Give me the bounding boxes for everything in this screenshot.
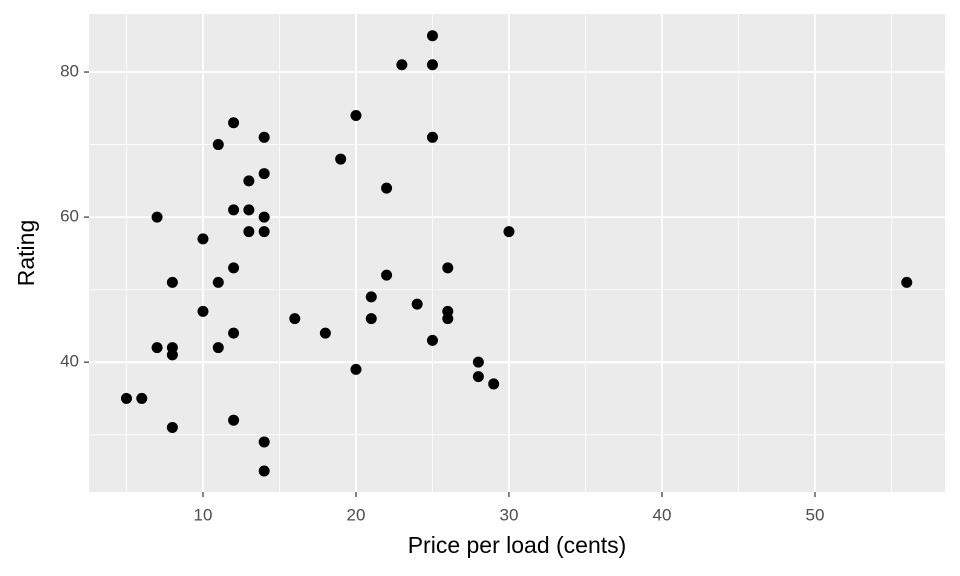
point [212, 276, 224, 288]
y-tick-label: 60 [60, 207, 79, 226]
point [365, 291, 377, 303]
point [426, 334, 438, 346]
point [243, 226, 255, 238]
x-axis-title: Price per load (cents) [408, 532, 627, 558]
point [503, 226, 515, 238]
point [381, 182, 393, 194]
point [228, 327, 240, 339]
point [411, 298, 423, 310]
point [335, 153, 347, 165]
y-tick-label: 40 [60, 352, 79, 371]
x-tick-label: 30 [500, 505, 519, 524]
point [319, 327, 331, 339]
point [488, 378, 500, 390]
point [228, 117, 240, 129]
point [258, 168, 270, 180]
y-tick-label: 80 [60, 62, 79, 81]
point [258, 436, 270, 448]
point [258, 211, 270, 223]
point [426, 131, 438, 143]
point [472, 356, 484, 368]
point [151, 342, 163, 354]
point [212, 139, 224, 151]
point [426, 59, 438, 71]
point [350, 110, 362, 122]
point [381, 269, 393, 281]
panel [89, 14, 945, 492]
point [901, 276, 913, 288]
point [228, 262, 240, 274]
x-tick-label: 20 [347, 505, 366, 524]
x-tick-label: 50 [805, 505, 824, 524]
point [289, 313, 301, 325]
point [166, 276, 178, 288]
point [365, 313, 377, 325]
x-tick-label: 40 [653, 505, 672, 524]
point [243, 204, 255, 216]
point [426, 30, 438, 42]
y-axis-title: Rating [13, 220, 39, 286]
point [442, 313, 454, 325]
x-tick-label: 10 [194, 505, 213, 524]
point [197, 305, 209, 317]
point [350, 363, 362, 375]
point [258, 226, 270, 238]
point [120, 392, 132, 404]
point [197, 233, 209, 245]
point [258, 465, 270, 477]
point [166, 349, 178, 361]
point [228, 204, 240, 216]
point [243, 175, 255, 187]
point [396, 59, 408, 71]
point [442, 262, 454, 274]
point [151, 211, 163, 223]
point [212, 342, 224, 354]
point [228, 414, 240, 426]
point [136, 392, 148, 404]
point [166, 421, 178, 433]
point [258, 131, 270, 143]
point [472, 371, 484, 383]
